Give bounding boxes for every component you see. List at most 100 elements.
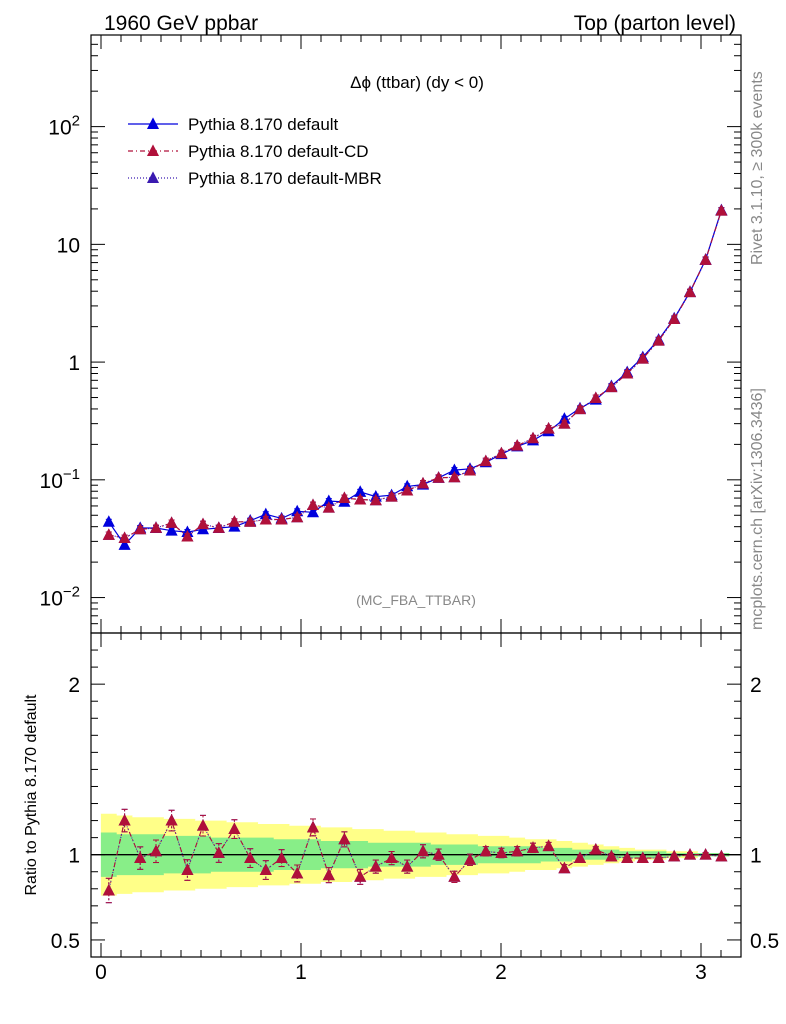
ratio-cd-point: [636, 851, 649, 864]
ratio-cd-point: [401, 860, 414, 872]
ratio-cd-line: [108, 818, 722, 891]
ratio-cd-point: [275, 851, 288, 864]
x-tick-label: 0: [95, 961, 107, 984]
ratio-cd-point: [605, 849, 618, 862]
series-cd-point: [636, 352, 649, 364]
series-default-point: [102, 515, 115, 527]
ratio-cd-point: [102, 883, 115, 896]
series-default-point: [291, 504, 304, 517]
series-default-point: [306, 505, 320, 518]
ratio-y-tick-label: 2: [68, 674, 80, 697]
ratio-y-tick-label-right: 1: [750, 845, 762, 868]
ratio-cd-point: [683, 848, 697, 860]
series-cd-point: [668, 312, 681, 325]
ratio-cd-point: [165, 813, 178, 826]
series-default-line: [108, 210, 722, 546]
ratio-cd-point: [495, 846, 508, 858]
analysis-watermark: (MC_FBA_TTBAR): [356, 592, 476, 608]
ratio-y-tick-label: 0.5: [51, 930, 80, 953]
series-cd-point: [134, 522, 147, 535]
series-cd-point: [621, 366, 634, 379]
ratio-frame: [90, 632, 742, 958]
ratio-y-tick-label-right: 2: [750, 674, 762, 697]
y-tick-label: 10−2: [40, 584, 80, 611]
series-cd-point: [291, 510, 304, 523]
series-cd-point: [102, 528, 115, 540]
series-cd-point: [511, 439, 524, 451]
ratio-cd-point: [463, 853, 477, 865]
series-cd-point: [526, 431, 540, 444]
ratio-cd-point: [306, 820, 320, 833]
ratio-cd-point: [589, 842, 602, 855]
mcplots-label: mcplots.cern.ch [arXiv:1306.3436]: [749, 388, 766, 630]
ratio-cd-point: [668, 849, 681, 862]
series-cd-point: [322, 501, 335, 513]
series-cd-point: [306, 498, 320, 511]
header-right: Top (parton level): [574, 12, 736, 35]
series-cd-point: [448, 470, 461, 483]
series-cd-point: [165, 516, 178, 528]
ratio-cd-point: [385, 851, 398, 864]
series-cd-point: [479, 454, 492, 467]
y-tick-label: 10: [57, 234, 80, 257]
series-cd-point: [244, 515, 257, 527]
series-cd-point: [683, 285, 697, 298]
series-cd-point: [589, 391, 602, 403]
y-tick-label: 1: [68, 352, 80, 375]
ratio-cd-point: [621, 851, 634, 864]
ratio-cd-point: [542, 839, 555, 852]
series-cd-point: [416, 476, 430, 489]
main-panel: 10−2 10−1 1 10 102 Δϕ (ttbar) (dy < 0) (MC_FBA…: [40, 34, 742, 634]
ratio-cd-point: [448, 870, 461, 882]
ratio-cd-point: [652, 851, 665, 864]
ratio-cd-point: [228, 822, 241, 835]
ratio-panel: 0.5 0.5 1 1 2 2 0 1 2 3 Ratio to Pythia 8.170 defa…: [23, 632, 779, 984]
series-cd-point: [542, 422, 555, 434]
series-cd-point: [259, 512, 272, 525]
series-cd-point: [149, 521, 163, 533]
series-cd-point: [369, 493, 382, 506]
series-cd-point: [181, 529, 194, 542]
ratio-cd-point: [416, 844, 430, 857]
series-cd-point: [338, 491, 351, 504]
ratio-cd-point: [715, 849, 728, 862]
series-cd-point: [354, 492, 367, 505]
series-cd-point: [495, 446, 508, 459]
ratio-y-tick-label: 1: [68, 845, 80, 868]
series-cd-point: [196, 517, 210, 530]
ratio-cd-point: [526, 841, 540, 853]
series-default-point: [354, 485, 367, 497]
ratio-cd-point: [354, 870, 367, 882]
series-cd-point: [275, 512, 288, 525]
ratio-cd-point: [432, 848, 445, 860]
ratio-cd-point: [558, 861, 571, 874]
ratio-cd-point: [181, 863, 194, 875]
header-left: 1960 GeV ppbar: [104, 12, 258, 35]
y-tick-label: 10−1: [40, 466, 80, 493]
legend-label: Pythia 8.170 default-CD: [188, 142, 369, 161]
series-cd-point: [463, 463, 477, 476]
series-default-point: [448, 463, 461, 476]
ratio-cd-point: [134, 851, 147, 864]
legend-marker: [146, 144, 160, 156]
series-cd-point: [228, 515, 241, 527]
ratio-cd-point: [511, 844, 524, 857]
ratio-cd-point: [212, 846, 225, 858]
x-tick-label: 1: [295, 961, 307, 984]
ratio-cd-point: [479, 844, 492, 857]
ratio-cd-point: [259, 863, 272, 875]
series-cd-point: [118, 531, 131, 544]
series-cd-point: [715, 204, 728, 216]
series-cd-point: [385, 490, 398, 502]
ratio-cd-point: [118, 813, 131, 826]
ratio-cd-point: [699, 848, 712, 860]
ratio-y-tick-label-right: 0.5: [750, 930, 779, 953]
legend-marker: [146, 171, 160, 183]
ratio-cd-point: [573, 851, 587, 864]
plot-title: Δϕ (ttbar) (dy < 0): [350, 73, 484, 92]
ratio-cd-point: [149, 844, 163, 857]
ratio-cd-point: [291, 866, 304, 879]
x-tick-label: 3: [695, 961, 707, 984]
ratio-cd-point: [338, 832, 351, 845]
